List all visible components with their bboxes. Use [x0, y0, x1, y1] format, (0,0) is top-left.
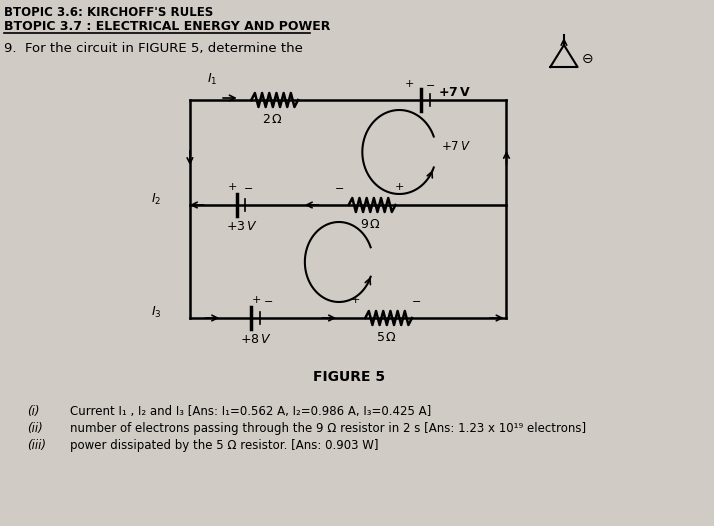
- Text: $2\,\Omega$: $2\,\Omega$: [262, 113, 283, 126]
- Text: power dissipated by the 5 Ω resistor. [Ans: 0.903 W]: power dissipated by the 5 Ω resistor. [A…: [70, 439, 378, 452]
- Text: $9\,\Omega$: $9\,\Omega$: [360, 218, 381, 231]
- Text: BTOPIC 3.7 : ELECTRICAL ENERGY AND POWER: BTOPIC 3.7 : ELECTRICAL ENERGY AND POWER: [4, 20, 331, 33]
- Text: $5\,\Omega$: $5\,\Omega$: [376, 331, 397, 344]
- Text: $+8\,V$: $+8\,V$: [241, 333, 272, 346]
- Text: $\ominus$: $\ominus$: [581, 52, 594, 66]
- Text: $-$: $-$: [334, 182, 344, 192]
- Text: $+3\,V$: $+3\,V$: [226, 220, 258, 233]
- Text: number of electrons passing through the 9 Ω resistor in 2 s [Ans: 1.23 x 10¹⁹ el: number of electrons passing through the …: [70, 422, 586, 435]
- Text: $+$: $+$: [394, 181, 404, 192]
- Text: $-$: $-$: [411, 295, 421, 305]
- Text: FIGURE 5: FIGURE 5: [313, 370, 385, 384]
- Text: $\bf{+7\,V}$: $\bf{+7\,V}$: [438, 86, 471, 99]
- Text: $+$: $+$: [404, 78, 414, 89]
- Text: $-$: $-$: [243, 182, 253, 192]
- Text: (ii): (ii): [27, 422, 43, 435]
- Text: $-$: $-$: [263, 295, 273, 305]
- Text: $+$: $+$: [251, 294, 261, 305]
- Text: (i): (i): [27, 405, 40, 418]
- Text: $+$: $+$: [227, 181, 237, 192]
- Text: Current I₁ , I₂ and I₃ [Ans: I₁=0.562 A, I₂=0.986 A, I₃=0.425 A]: Current I₁ , I₂ and I₃ [Ans: I₁=0.562 A,…: [70, 405, 431, 418]
- Text: $+$: $+$: [351, 294, 361, 305]
- Text: 9.  For the circuit in FIGURE 5, determine the: 9. For the circuit in FIGURE 5, determin…: [4, 42, 303, 55]
- Text: BTOPIC 3.6: KIRCHOFF'S RULES: BTOPIC 3.6: KIRCHOFF'S RULES: [4, 6, 213, 19]
- Text: (iii): (iii): [27, 439, 46, 452]
- Text: $-$: $-$: [426, 79, 436, 89]
- Text: $I_3$: $I_3$: [151, 305, 161, 320]
- Text: $I_2$: $I_2$: [151, 191, 161, 207]
- Text: $I_1$: $I_1$: [208, 72, 218, 87]
- Text: $+7\,V$: $+7\,V$: [441, 140, 471, 154]
